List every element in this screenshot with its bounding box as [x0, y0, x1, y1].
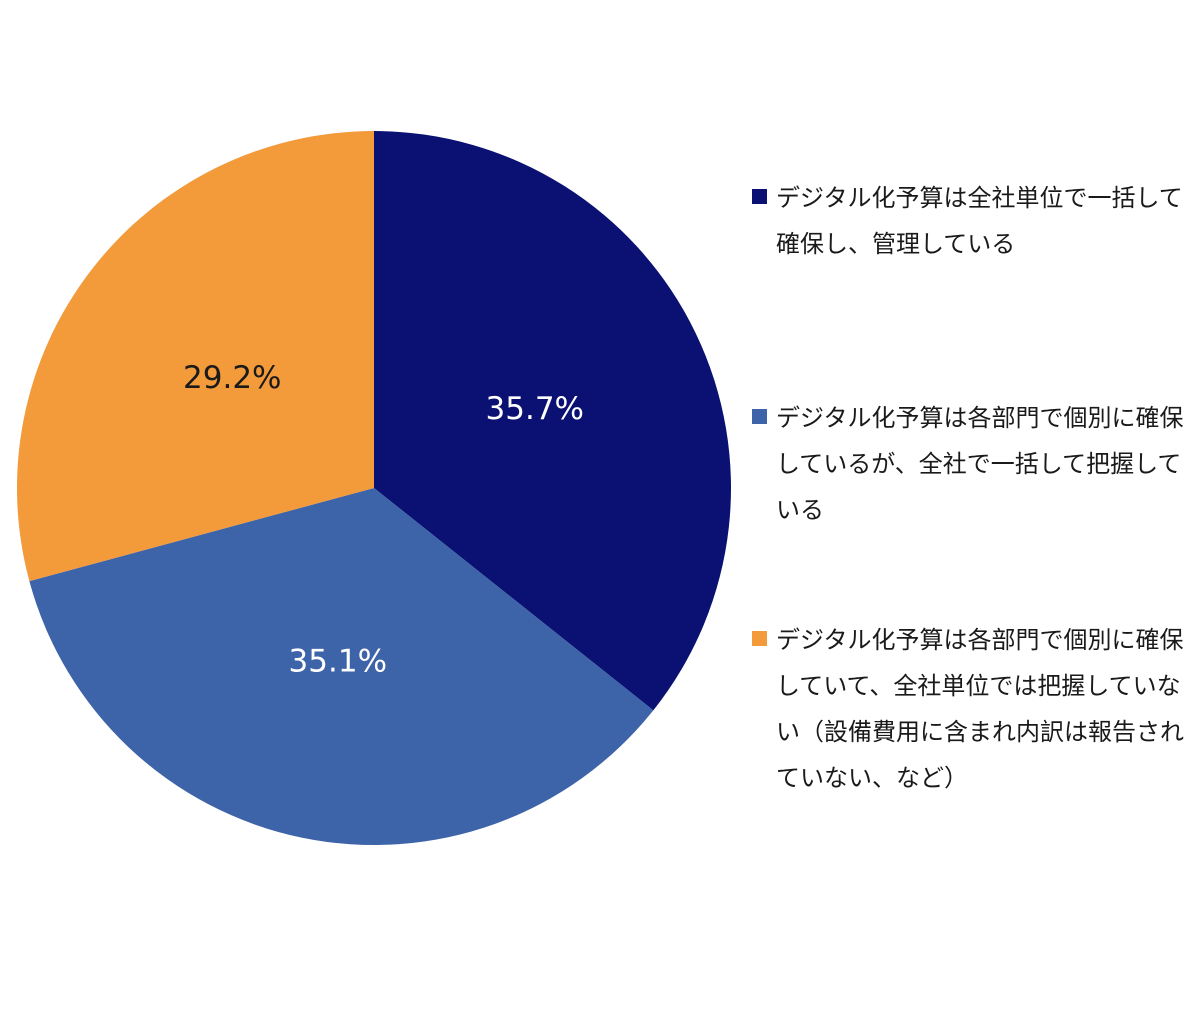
legend-marker [752, 631, 767, 646]
slice-label: 29.2% [183, 360, 281, 396]
slice-label: 35.1% [289, 643, 387, 679]
legend-item: デジタル化予算は各部門で個別に確保しているが、全社で一括して把握している [752, 395, 1192, 533]
legend-text: デジタル化予算は各部門で個別に確保しているが、全社で一括して把握している [776, 404, 1184, 524]
legend-marker [752, 409, 767, 424]
legend-marker [752, 189, 767, 204]
pie-slice [16, 131, 374, 582]
legend-text: デジタル化予算は全社単位で一括して確保し、管理している [776, 184, 1183, 258]
pie-slice [374, 131, 732, 711]
legend-item: デジタル化予算は各部門で個別に確保していて、全社単位では把握していない（設備費用… [752, 617, 1192, 801]
legend-text: デジタル化予算は各部門で個別に確保していて、全社単位では把握していない（設備費用… [776, 626, 1184, 792]
legend-item: デジタル化予算は全社単位で一括して確保し、管理している [752, 175, 1192, 267]
slice-label: 35.7% [486, 391, 584, 427]
pie-slice [29, 488, 654, 846]
